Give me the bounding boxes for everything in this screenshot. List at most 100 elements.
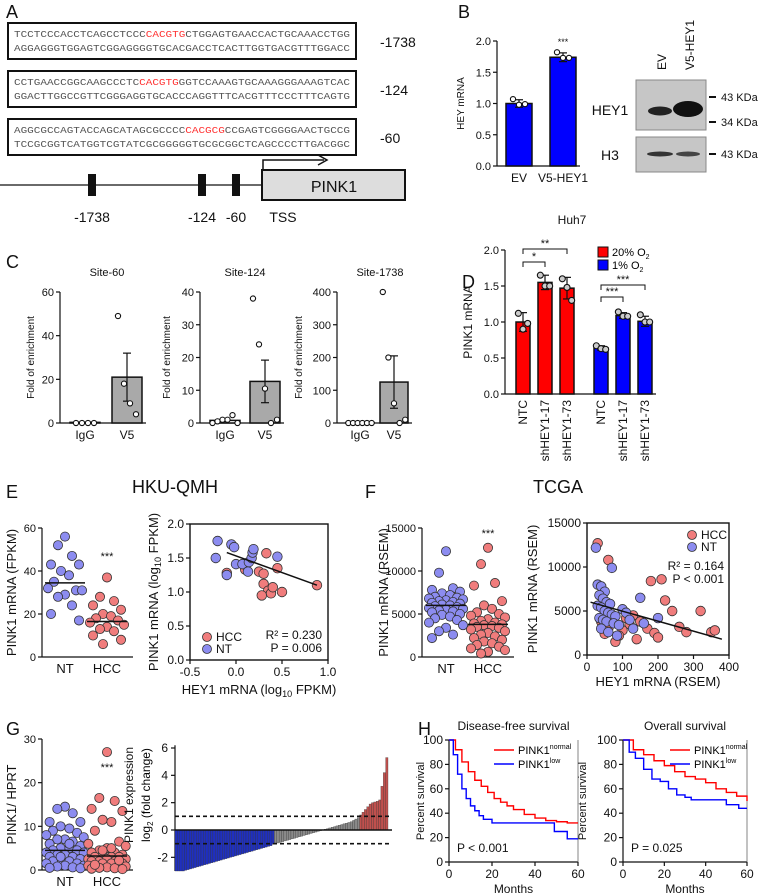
data-point-hcc (468, 580, 479, 591)
data-point-hcc (499, 626, 510, 637)
data-point-nt (627, 623, 639, 634)
data-point (209, 419, 216, 427)
p-value-label: P = 0.025 (631, 841, 683, 855)
chart-title: Disease-free survival (457, 719, 569, 733)
data-point-nt (624, 614, 635, 626)
waterfall-bar (269, 829, 273, 846)
y-tick-label: 6 (161, 741, 168, 755)
data-point-nt (613, 619, 625, 631)
x-tick-label: 0 (446, 867, 453, 881)
y-tick-label: 0 (325, 418, 331, 430)
significance-stars: *** (482, 528, 496, 540)
waterfall-bar (191, 829, 195, 869)
gene-label: PINK1 (311, 179, 357, 196)
ebox-site-marker (88, 174, 96, 196)
legend-label: 1% O2 (612, 260, 644, 274)
legend-label: HCC (701, 528, 727, 542)
ebox-site-marker (198, 174, 206, 196)
chart-title: TCGA (533, 477, 583, 497)
y-axis-label: Fold of enrichment (162, 316, 173, 399)
y-tick-label: 1.5 (167, 551, 184, 565)
data-point (379, 288, 386, 296)
sequence-text: GGTCCAAAGTGCAAAGGGAAAGTCAC (179, 78, 351, 88)
x-axis-label: HEY1 mRNA (log10 FPKM) (182, 682, 337, 699)
x-tick-label: NT (56, 661, 73, 676)
bar-ev (505, 102, 533, 167)
data-point-hcc (311, 580, 323, 591)
band-hey1-v5 (673, 101, 703, 117)
bar-shhey1-73 (559, 287, 575, 395)
sequence-box-frame (7, 70, 357, 108)
data-point (559, 54, 567, 62)
x-tick-label: V5-HEY1 (538, 171, 588, 185)
waterfall-bar (290, 829, 294, 840)
data-point (646, 318, 654, 326)
waterfall-bar (217, 829, 221, 861)
data-point-nt (212, 535, 223, 547)
y-axis-label: Percent survival (415, 762, 427, 840)
y-tick-label: 1.0 (167, 585, 184, 599)
x-tick-label: 0.0 (228, 665, 245, 679)
waterfall-bar (340, 824, 344, 831)
waterfall-bar (212, 829, 216, 863)
waterfall-bar (177, 829, 180, 872)
y-tick-label: 0 (188, 418, 194, 430)
waterfall-bar (274, 829, 277, 844)
x-tick-label: NT (56, 874, 73, 889)
y-tick-label: 20 (430, 831, 444, 845)
waterfall-bar (281, 829, 285, 842)
significance-stars: * (532, 251, 537, 263)
waterfall-bar (380, 786, 384, 831)
x-tick-label: IgG (350, 428, 369, 442)
sequence-box: AGGCGCCAGTACCAGCATAGCGCCCC CACGCG CCGAGTCG… (7, 118, 400, 156)
waterfall-bar (345, 823, 348, 831)
x-tick-label: HCC (93, 661, 121, 676)
y-tick-label: 0 (436, 855, 443, 869)
x-tick-label: shHEY1-73 (560, 400, 574, 462)
waterfall-bar (250, 829, 254, 852)
data-point-hcc (106, 816, 117, 827)
panel-label-g: G (6, 719, 20, 739)
waterfall-bar (186, 829, 190, 870)
legend-marker (687, 542, 697, 552)
legend-swatch (597, 246, 609, 258)
significance-bracket (600, 284, 646, 290)
data-point-nt (248, 543, 259, 555)
x-tick-label: V5 (387, 428, 402, 442)
x-tick-label: HCC (474, 661, 502, 676)
significance-stars: *** (617, 274, 631, 286)
data-point (509, 95, 517, 103)
data-point-nt (44, 816, 55, 827)
data-point-hcc (482, 542, 493, 553)
data-point (267, 419, 275, 427)
ebox-motif: CACGTG (139, 78, 179, 88)
data-point-hcc (489, 578, 500, 589)
waterfall-bar (262, 829, 266, 848)
data-point-hcc (97, 845, 108, 856)
data-point-hcc (89, 859, 100, 870)
x-tick-label: 60 (740, 867, 754, 881)
y-tick-label: 20 (24, 609, 36, 621)
data-point-hcc (261, 548, 272, 559)
data-point-hcc (88, 600, 99, 611)
waterfall-bar (257, 829, 261, 850)
data-point (565, 54, 573, 62)
y-tick-label: -2 (157, 850, 168, 864)
data-point (563, 283, 571, 291)
data-point-nt (221, 569, 233, 581)
waterfall-bar (174, 829, 178, 872)
waterfall-bar (222, 829, 225, 860)
data-point-nt (64, 823, 75, 834)
y-axis-label: HEY mRNA (456, 77, 467, 130)
dot-plot-7: 0 5000 10000 15000 NT HCC *** PINK1 mRNA (RSEM)… (376, 477, 583, 676)
x-tick-label: IgG (75, 428, 94, 442)
data-point-hcc (119, 619, 130, 630)
data-point-hcc (116, 634, 127, 645)
waterfall-bar (243, 829, 247, 854)
y-axis-label-part: FPKM) (146, 513, 161, 557)
x-tick-label: NTC (594, 400, 608, 425)
data-point (72, 419, 80, 427)
y-tick-label: 0 (574, 648, 581, 662)
